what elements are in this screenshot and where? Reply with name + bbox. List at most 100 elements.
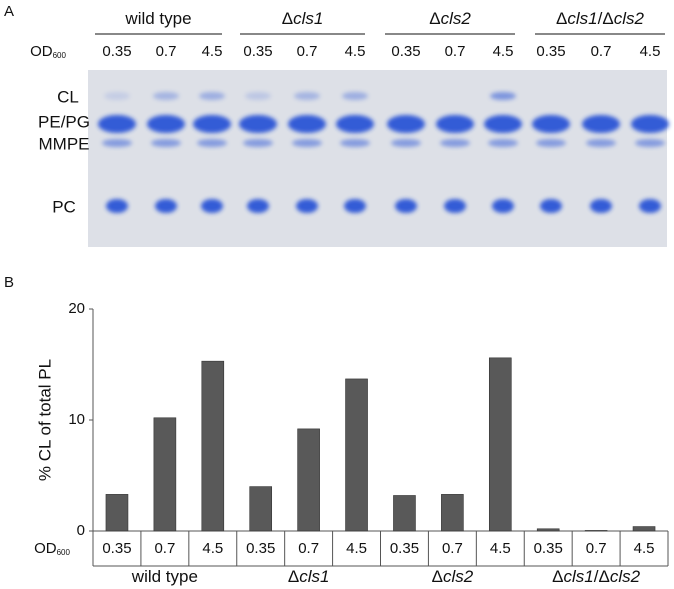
tlc-spot (239, 115, 277, 133)
tlc-spot (391, 139, 421, 147)
band-label: PC (52, 197, 76, 216)
tlc-spot (582, 115, 620, 133)
tlc-plate (88, 70, 667, 247)
od-value: 0.35 (391, 43, 420, 60)
group-label: Δcls2 (432, 567, 474, 586)
tlc-spot (98, 115, 136, 133)
text-run: cls1 (564, 567, 594, 586)
bar (584, 530, 608, 532)
tlc-spot (336, 115, 374, 133)
tlc-spot (193, 115, 231, 133)
y-tick-label: 20 (68, 300, 85, 317)
tlc-spot (155, 199, 177, 213)
tlc-spot (102, 139, 132, 147)
text-run: Δ (552, 567, 563, 586)
x-tick-label: 0.35 (534, 540, 563, 557)
band-label: CL (57, 87, 79, 106)
od-value: 4.5 (640, 43, 661, 60)
tlc-spot (635, 139, 665, 147)
tlc-spot (344, 199, 366, 213)
x-axis-label: OD600 (34, 540, 70, 557)
od-value: 0.7 (591, 43, 612, 60)
x-tick-label: 0.35 (246, 540, 275, 557)
tlc-spot (490, 92, 516, 100)
bar (345, 378, 368, 532)
bar (249, 486, 273, 532)
band-label: MMPE (39, 134, 90, 153)
od-value: 0.35 (102, 43, 131, 60)
x-tick-label: 4.5 (202, 540, 223, 557)
tlc-spot (151, 139, 181, 147)
tlc-spot (243, 139, 273, 147)
bar (488, 357, 512, 532)
tlc-spot (294, 92, 320, 100)
tlc-spot (540, 199, 562, 213)
tlc-spot (631, 115, 669, 133)
x-tick-label: 4.5 (490, 540, 511, 557)
od-value: 0.7 (156, 43, 177, 60)
tlc-spot (536, 139, 566, 147)
text-run: Δ (282, 9, 293, 28)
group-label: Δcls2 (429, 9, 471, 28)
tlc-spot (395, 199, 417, 213)
x-tick-label: 0.7 (442, 540, 463, 557)
tlc-spot (340, 139, 370, 147)
od-value: 4.5 (493, 43, 514, 60)
x-tick-label: 0.7 (154, 540, 175, 557)
tlc-spot (488, 139, 518, 147)
bar (536, 528, 560, 532)
od-value: 0.7 (297, 43, 318, 60)
label-main: OD (30, 43, 53, 60)
text-run: Δ (288, 567, 299, 586)
bar (105, 494, 129, 532)
panel-label: A (4, 3, 14, 20)
tlc-spot (245, 92, 271, 100)
text-run: cls1 (567, 9, 597, 28)
bar (201, 360, 225, 532)
tlc-spot (104, 92, 130, 100)
tlc-spot (387, 115, 425, 133)
od-value: 0.35 (536, 43, 565, 60)
bar (441, 494, 464, 532)
tlc-spot (296, 199, 318, 213)
x-tick-label: 0.35 (102, 540, 131, 557)
text-run: Δ (432, 567, 443, 586)
tlc-spot (444, 199, 466, 213)
group-label: wild type (131, 567, 198, 586)
tlc-spot (492, 199, 514, 213)
panel-label: B (4, 274, 14, 291)
group-label: Δcls1/Δcls2 (552, 567, 640, 586)
text-run: Δ (602, 9, 613, 28)
text-run: Δ (556, 9, 567, 28)
text-run: cls2 (610, 567, 641, 586)
tlc-spot (484, 115, 522, 133)
x-tick-label: 4.5 (346, 540, 367, 557)
tlc-spot (342, 92, 368, 100)
x-tick-label: 0.7 (298, 540, 319, 557)
group-label: Δcls1 (282, 9, 324, 28)
label-subscript: 600 (57, 548, 71, 557)
od-value: 4.5 (202, 43, 223, 60)
tlc-spot (532, 115, 570, 133)
od-value: 0.35 (243, 43, 272, 60)
od-value: 0.7 (445, 43, 466, 60)
bar (393, 495, 416, 532)
tlc-spot (201, 199, 223, 213)
tlc-spot (199, 92, 225, 100)
tlc-spot (292, 139, 322, 147)
tlc-spot (586, 139, 616, 147)
od-label: OD600 (30, 43, 66, 60)
text-run: cls1 (299, 567, 329, 586)
tlc-spot (153, 92, 179, 100)
tlc-spot (436, 115, 474, 133)
text-run: / (594, 567, 599, 586)
text-run: cls2 (614, 9, 645, 28)
y-tick-label: 0 (77, 522, 85, 539)
text-run: cls2 (441, 9, 472, 28)
group-label: wild type (124, 9, 191, 28)
group-label: Δcls1 (288, 567, 330, 586)
y-axis-label: % CL of total PL (35, 359, 54, 481)
text-run: Δ (598, 567, 609, 586)
bar (297, 428, 320, 532)
